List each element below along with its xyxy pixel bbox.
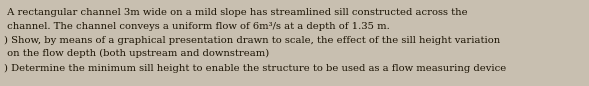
Text: on the flow depth (both upstream and downstream): on the flow depth (both upstream and dow…	[4, 49, 269, 58]
Text: channel. The channel conveys a uniform flow of 6m³/s at a depth of 1.35 m.: channel. The channel conveys a uniform f…	[4, 22, 390, 31]
Text: ) Show, by means of a graphical presentation drawn to scale, the effect of the s: ) Show, by means of a graphical presenta…	[4, 36, 500, 45]
Text: ) Determine the minimum sill height to enable the structure to be used as a flow: ) Determine the minimum sill height to e…	[4, 64, 507, 73]
Text: A rectangular channel 3m wide on a mild slope has streamlined sill constructed a: A rectangular channel 3m wide on a mild …	[4, 8, 468, 17]
